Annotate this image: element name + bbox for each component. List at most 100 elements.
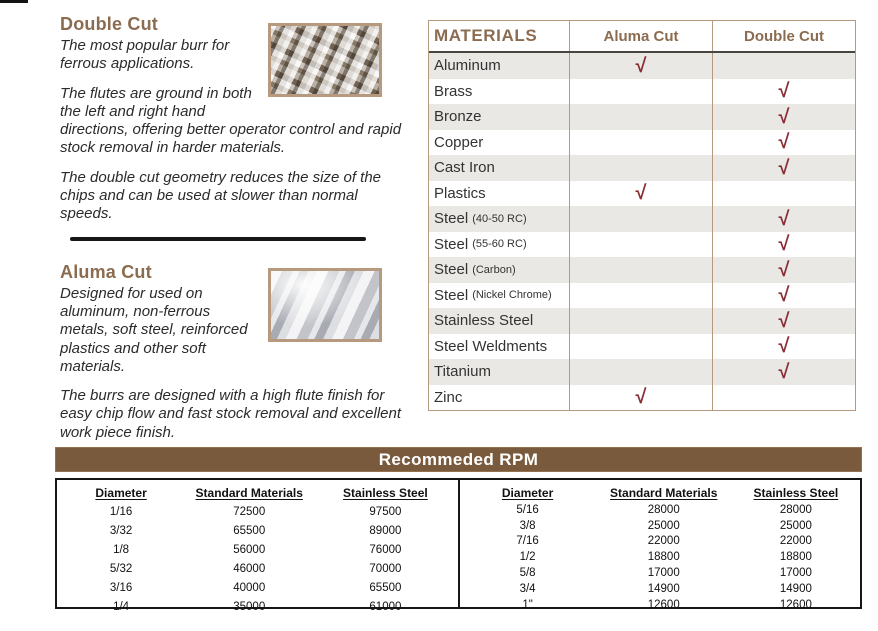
rpm-value: 1/16 (109, 505, 133, 518)
aluma-cut-check-cell (569, 359, 712, 385)
aluma-cut-section: Aluma Cut Designed for used on aluminum,… (60, 262, 414, 442)
rpm-value: 3/16 (109, 581, 133, 594)
rpm-value: 61000 (369, 600, 402, 613)
double-cut-check-cell: √ (712, 129, 855, 155)
double-cut-paragraph-1: The most popular burr for ferrous applic… (60, 37, 230, 73)
material-row: Steel (Carbon) √ (429, 257, 855, 283)
rpm-value: 65500 (369, 581, 402, 594)
material-row: Steel Weldments √ (429, 333, 855, 360)
aluma-cut-check-cell: √ (569, 384, 712, 410)
rpm-value: 70000 (369, 562, 402, 575)
material-row: Steel (40-50 RC) √ (429, 206, 855, 232)
material-name: Zinc (434, 388, 463, 406)
material-name-cell: Titanium (429, 359, 569, 385)
aluma-cut-check-cell (569, 129, 712, 155)
material-note: (Nickel Chrome) (472, 289, 552, 302)
rpm-value: 3/8 (519, 519, 536, 532)
material-row: Bronze √ (429, 104, 855, 130)
material-row: Titanium √ (429, 359, 855, 385)
aluma-cut-check-cell: √ (569, 180, 712, 206)
rpm-value: 40000 (233, 581, 266, 594)
rpm-data-row: 5/16 28000 28000 (460, 502, 861, 518)
material-name-cell: Bronze (429, 104, 569, 130)
rpm-value: 22000 (647, 535, 680, 548)
rpm-value: 7/16 (516, 535, 539, 548)
materials-rows: Aluminum √ Brass √ Bronze √ Copper √ Cast Iron √ P… (429, 53, 855, 410)
material-row: Stainless Steel √ (429, 308, 855, 334)
material-name: Steel (434, 210, 469, 228)
material-name: Brass (434, 82, 473, 100)
double-cut-check-cell: √ (712, 257, 855, 283)
material-name-cell: Stainless Steel (429, 308, 569, 334)
rpm-table-body: Diameter Standard Materials Stainless Stee… (55, 478, 862, 613)
aluma-cut-check-cell (569, 78, 712, 104)
material-name: Stainless Steel (434, 312, 534, 330)
material-name: Cast Iron (434, 159, 495, 177)
rpm-column-header: Diameter (501, 486, 554, 500)
double-cut-check-cell (712, 180, 855, 206)
descriptions-column: Double Cut The most popular burr for fer… (60, 14, 414, 453)
rpm-left-pane: Diameter Standard Materials Stainless Stee… (57, 480, 460, 613)
materials-column-header: MATERIALS (434, 26, 538, 45)
rpm-value: 17000 (647, 567, 680, 580)
rpm-value: 3/4 (519, 582, 536, 595)
rpm-value: 89000 (369, 524, 402, 537)
double-cut-check-cell (712, 53, 855, 79)
double-cut-burr-photo (268, 23, 382, 97)
material-name-cell: Brass (429, 79, 569, 105)
aluma-cut-check-cell (569, 308, 712, 334)
double-cut-check-cell: √ (712, 155, 855, 181)
aluma-cut-check-cell (569, 231, 712, 257)
double-cut-column-header: Double Cut (712, 21, 855, 51)
material-name-cell: Steel Weldments (429, 334, 569, 360)
rpm-value: 5/16 (516, 503, 539, 516)
material-name-cell: Copper (429, 130, 569, 156)
rpm-data-row: 1/4 35000 61000 (57, 597, 458, 616)
rpm-value: 1" (522, 598, 533, 611)
section-divider-line (70, 236, 366, 241)
material-name: Steel (434, 261, 469, 279)
material-row: Zinc √ (429, 384, 855, 410)
rpm-right-pane: Diameter Standard Materials Stainless Stee… (460, 480, 861, 611)
rpm-header-row: Diameter Standard Materials Stainless Stee… (57, 484, 458, 502)
material-name-cell: Aluminum (429, 53, 569, 79)
material-row: Copper √ (429, 129, 855, 156)
material-row: Cast Iron √ (429, 155, 855, 181)
double-cut-check-cell: √ (712, 308, 855, 334)
double-cut-check-cell: √ (712, 333, 855, 359)
rpm-data-row: 1/8 56000 76000 (57, 540, 458, 559)
rpm-value: 5/32 (109, 562, 133, 575)
materials-table: MATERIALS Aluma Cut Double Cut Aluminum √… (428, 20, 856, 411)
rpm-value: 1/4 (113, 600, 130, 613)
aluma-cut-paragraph-2: The burrs are designed with a high flute… (60, 387, 402, 441)
rpm-value: 65500 (233, 524, 266, 537)
aluma-cut-title: Aluma Cut (60, 261, 152, 282)
material-name: Steel (434, 235, 469, 253)
rpm-column-header: Stainless Steel (343, 486, 428, 500)
material-row: Steel (Nickel Chrome) √ (429, 282, 855, 308)
double-cut-paragraph-3: The double cut geometry reduces the size… (60, 168, 382, 223)
material-note: (55-60 RC) (472, 238, 527, 251)
material-name-cell: Steel (55-60 RC) (429, 232, 569, 258)
double-cut-check-cell: √ (712, 104, 855, 130)
rpm-data-row: 5/32 46000 70000 (57, 559, 458, 578)
aluma-cut-check-cell (569, 333, 712, 359)
aluma-cut-check-cell (569, 206, 712, 232)
materials-table-header: MATERIALS Aluma Cut Double Cut (429, 21, 855, 53)
rpm-title-bar: Recommeded RPM (55, 447, 862, 472)
material-name: Aluminum (434, 57, 501, 75)
rpm-value: 22000 (779, 535, 812, 548)
rpm-data-row: 3/4 14900 14900 (460, 581, 861, 597)
material-name: Steel (434, 286, 469, 304)
material-name: Copper (434, 133, 484, 151)
material-note: (Carbon) (472, 263, 516, 276)
aluma-cut-check-cell: √ (569, 53, 712, 79)
double-cut-check-cell: √ (712, 359, 855, 385)
rpm-data-row: 1" 12600 12600 (460, 597, 861, 613)
material-name-cell: Cast Iron (429, 155, 569, 181)
material-row: Plastics √ (429, 180, 855, 206)
rpm-data-row: 3/16 40000 65500 (57, 578, 458, 597)
rpm-value: 46000 (233, 562, 266, 575)
rpm-column-header: Stainless Steel (753, 486, 839, 500)
rpm-value: 25000 (647, 519, 680, 532)
